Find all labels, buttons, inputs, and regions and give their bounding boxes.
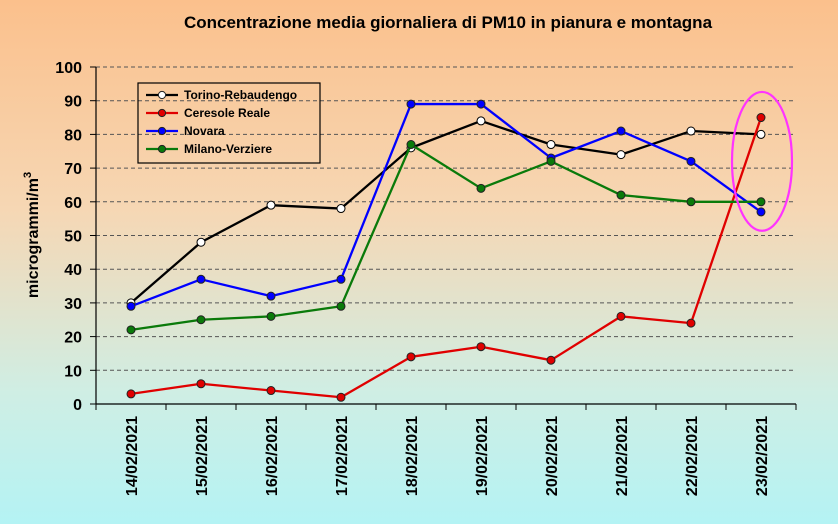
data-point	[266, 200, 276, 210]
data-point	[686, 156, 696, 166]
x-tick-label: 17/02/2021	[334, 416, 351, 496]
data-point	[686, 126, 696, 136]
highlight-ellipse	[730, 90, 794, 232]
y-tick-label: 80	[64, 127, 82, 144]
data-point	[476, 342, 486, 352]
y-tick-label: 50	[64, 229, 82, 246]
y-tick-label: 10	[64, 363, 82, 380]
data-point	[336, 392, 346, 402]
data-point	[336, 204, 346, 214]
legend-swatch-marker	[157, 126, 167, 136]
x-tick-label: 16/02/2021	[264, 416, 281, 496]
y-axis-label-sup: 3	[22, 172, 34, 178]
y-tick-label: 40	[64, 262, 82, 279]
x-tick-label: 21/02/2021	[614, 416, 631, 496]
data-point	[196, 274, 206, 284]
legend-item: Torino-Rebaudengo	[146, 88, 297, 102]
x-tick-label: 19/02/2021	[474, 416, 491, 496]
data-point	[756, 197, 766, 207]
data-point	[686, 318, 696, 328]
legend-box	[137, 82, 321, 164]
legend-item: Novara	[146, 124, 225, 138]
data-point	[196, 237, 206, 247]
legend-swatch-marker	[157, 108, 167, 118]
y-tick-label: 30	[64, 296, 82, 313]
x-tick-label: 20/02/2021	[544, 416, 561, 496]
data-point	[546, 355, 556, 365]
data-point	[476, 99, 486, 109]
x-tick-labels: 14/02/2021 15/02/2021 16/02/2021 17/02/2021…	[124, 416, 771, 496]
chart-title: Concentrazione media giornaliera di PM10…	[184, 13, 713, 32]
series-line	[130, 102, 762, 308]
data-point	[126, 325, 136, 335]
y-tick-label: 20	[64, 330, 82, 347]
x-tick-label: 15/02/2021	[194, 416, 211, 496]
data-point	[476, 116, 486, 126]
series-milano-verziere	[126, 140, 766, 335]
data-point	[616, 311, 626, 321]
data-point	[266, 386, 276, 396]
series-line	[130, 117, 763, 399]
data-point	[756, 207, 766, 217]
data-point	[546, 156, 556, 166]
x-tick-label: 22/02/2021	[684, 416, 701, 496]
series-line	[130, 119, 762, 304]
y-tick-label: 100	[55, 60, 82, 77]
x-tick-label: 18/02/2021	[404, 416, 421, 496]
data-point	[406, 140, 416, 150]
series-line	[130, 143, 761, 331]
data-point	[196, 379, 206, 389]
data-point	[336, 301, 346, 311]
data-point	[756, 129, 766, 139]
data-point	[686, 197, 696, 207]
data-point	[756, 113, 766, 123]
legend-label: Ceresole Reale	[184, 106, 270, 120]
legend-item: Milano-Verziere	[146, 142, 272, 156]
series-novara	[126, 99, 766, 311]
legend-label: Torino-Rebaudengo	[184, 88, 297, 102]
y-tick-label: 0	[73, 397, 82, 414]
data-point	[336, 274, 346, 284]
y-tick-label: 60	[64, 195, 82, 212]
data-point	[476, 183, 486, 193]
data-point	[406, 352, 416, 362]
data-point	[126, 389, 136, 399]
data-point	[266, 311, 276, 321]
data-point	[266, 291, 276, 301]
data-point	[616, 190, 626, 200]
data-point	[546, 140, 556, 150]
data-point	[126, 301, 136, 311]
y-tick-label: 70	[64, 161, 82, 178]
x-tick-label: 14/02/2021	[124, 416, 141, 496]
y-tick-labels: 0 10 20 30 40 50 60 70 80 90 100	[55, 60, 82, 414]
data-point	[196, 315, 206, 325]
y-axis-label-text: microgrammi/m	[25, 178, 42, 298]
legend-swatch-marker	[157, 144, 167, 154]
legend-swatch-marker	[157, 90, 167, 100]
axes	[90, 66, 797, 410]
data-point	[406, 99, 416, 109]
series-ceresole-reale	[126, 113, 766, 402]
data-point	[616, 150, 626, 160]
legend-label: Novara	[184, 124, 225, 138]
data-point	[616, 126, 626, 136]
legend-item: Ceresole Reale	[146, 106, 270, 120]
highlight-annotation	[730, 90, 794, 232]
x-tick-label: 23/02/2021	[754, 416, 771, 496]
y-axis-label: microgrammi/m3	[22, 172, 42, 298]
series	[126, 99, 766, 402]
legend: Torino-Rebaudengo Ceresole Reale Novara Mil…	[137, 82, 321, 164]
legend-label: Milano-Verziere	[184, 142, 272, 156]
y-tick-label: 90	[64, 94, 82, 111]
